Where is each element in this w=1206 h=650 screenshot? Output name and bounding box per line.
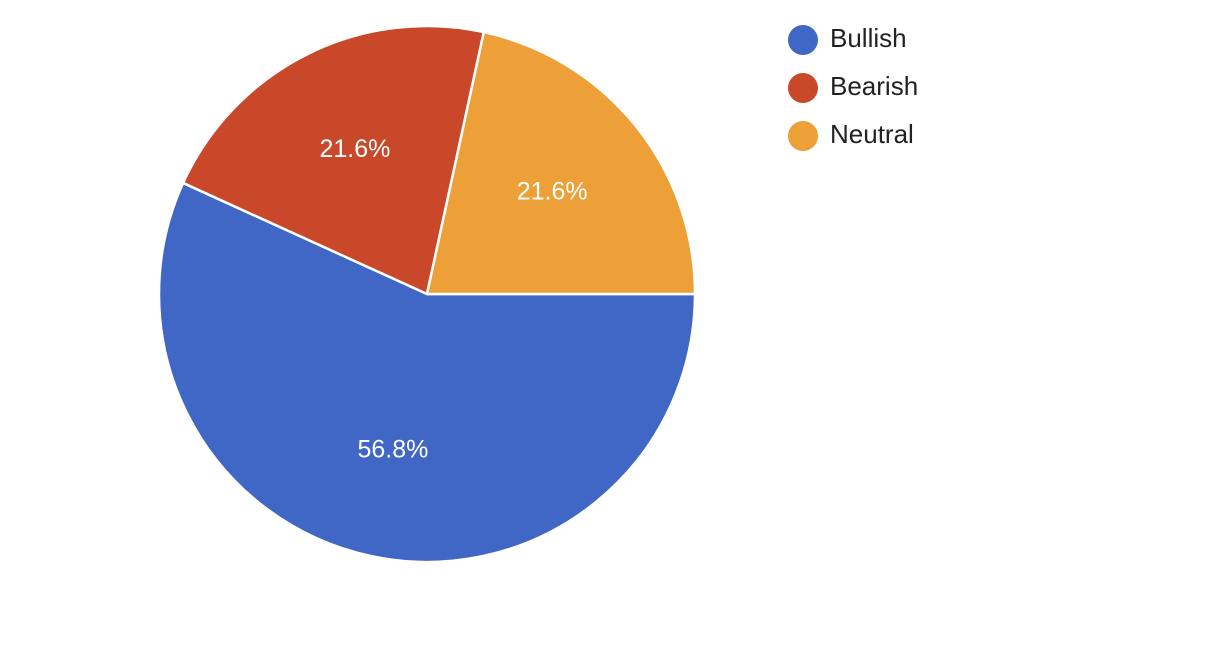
legend-label-neutral: Neutral bbox=[830, 119, 914, 149]
legend-label-bullish: Bullish bbox=[830, 23, 907, 53]
legend-label-bearish: Bearish bbox=[830, 71, 918, 101]
pie-slices bbox=[157, 24, 697, 564]
legend-swatch-neutral bbox=[788, 121, 818, 151]
pie-slice-bullish bbox=[157, 181, 697, 564]
pie-slice-neutral bbox=[425, 30, 697, 296]
legend-item-bearish: Bearish bbox=[788, 71, 918, 103]
legend-swatch-bullish bbox=[788, 25, 818, 55]
legend: Bullish Bearish Neutral bbox=[788, 23, 918, 151]
legend-swatch-bearish bbox=[788, 73, 818, 103]
slice-label-neutral: 21.6% bbox=[517, 178, 588, 206]
slice-labels: 56.8% 21.6% 21.6% bbox=[319, 135, 587, 464]
pie-slice-bearish bbox=[181, 24, 486, 296]
legend-item-neutral: Neutral bbox=[788, 119, 914, 151]
slice-label-bearish: 21.6% bbox=[319, 135, 390, 163]
legend-item-bullish: Bullish bbox=[788, 23, 907, 55]
slice-label-bullish: 56.8% bbox=[357, 436, 428, 464]
